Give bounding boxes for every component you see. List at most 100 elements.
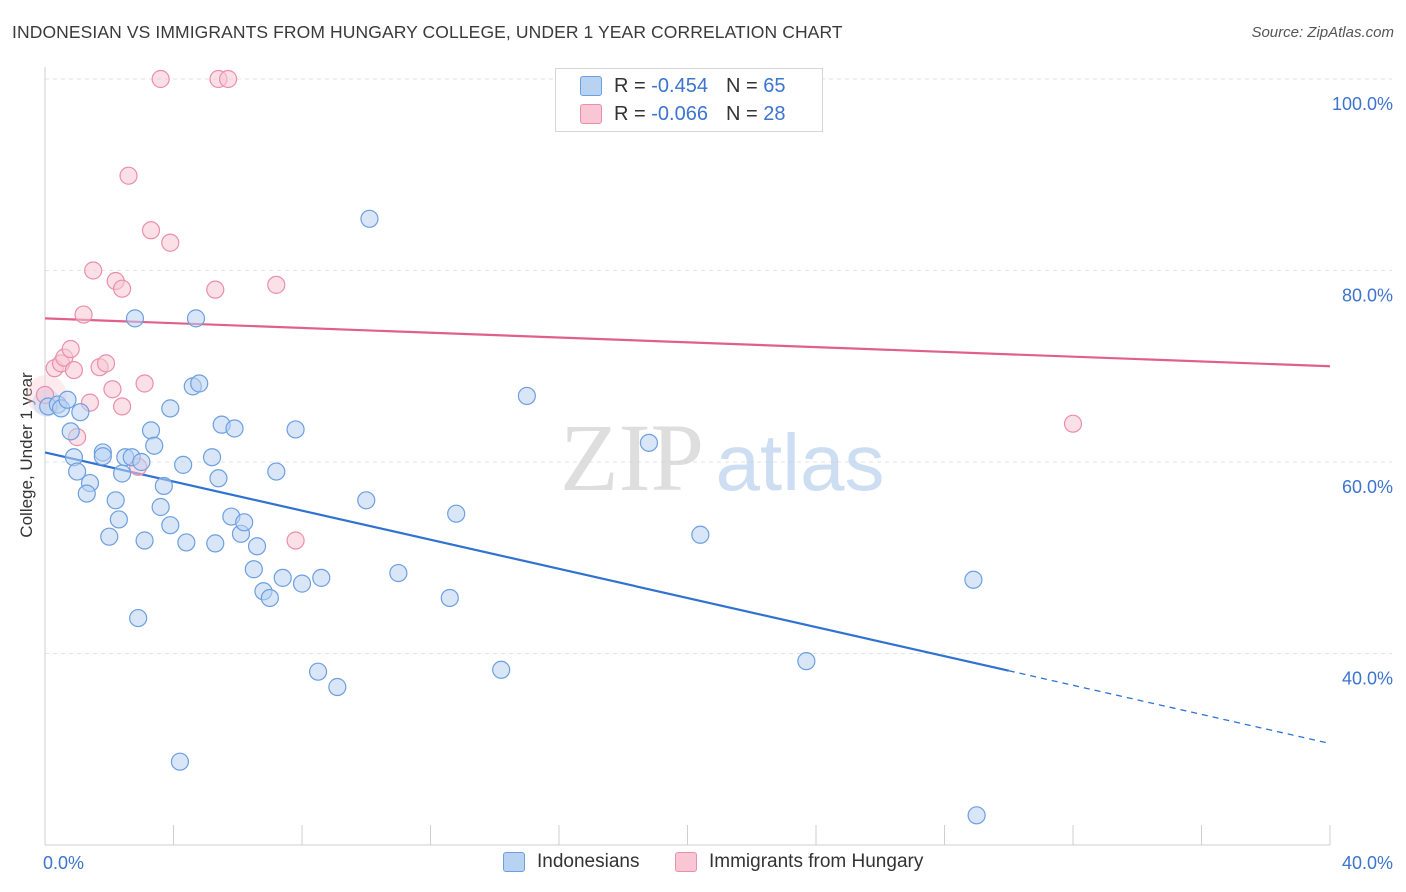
- indonesians-point: [135, 531, 154, 550]
- indonesians-legend-swatch: [503, 852, 525, 872]
- indonesians-point: [186, 309, 206, 328]
- hungary-point: [103, 380, 122, 399]
- indonesians-point: [112, 464, 132, 483]
- series-legend: Indonesians Immigrants from Hungary: [0, 851, 1406, 877]
- indonesians-point: [190, 374, 209, 393]
- hungary-point: [161, 233, 180, 252]
- chart-title: INDONESIAN VS IMMIGRANTS FROM HUNGARY CO…: [12, 22, 843, 42]
- tick-labels: 40.0% 60.0% 80.0% 100.0% 0.0% 40.0%: [43, 94, 1393, 873]
- indonesians-point: [286, 420, 305, 439]
- hungary-point: [286, 531, 305, 550]
- indonesians-point: [492, 660, 511, 679]
- indonesians-point: [177, 533, 196, 552]
- n-value-indonesians: 65: [763, 74, 786, 97]
- indonesians-trend-extension: [1008, 670, 1331, 745]
- stats-legend: R = -0.454 N = 65 R = -0.066 N = 28: [555, 68, 823, 132]
- indonesians-point: [267, 462, 286, 481]
- y-tick-label: 100.0%: [1332, 94, 1393, 114]
- r-label: R =: [614, 102, 646, 125]
- r-label: R =: [614, 74, 646, 97]
- indonesians-trend-line: [44, 451, 1009, 672]
- indonesians-point: [797, 652, 816, 671]
- legend-label-hungary: Immigrants from Hungary: [709, 851, 924, 872]
- indonesians-point: [292, 574, 312, 593]
- hungary-point: [141, 221, 161, 240]
- indonesians-point: [141, 421, 161, 440]
- indonesians-point: [206, 534, 225, 553]
- source-label: Source: ZipAtlas.com: [1251, 24, 1394, 41]
- indonesians-point: [125, 309, 145, 328]
- hungary-point: [112, 397, 132, 416]
- legend-item-indonesians[interactable]: Indonesians: [503, 851, 639, 873]
- indonesians-point: [328, 677, 347, 697]
- indonesians-point: [161, 399, 180, 418]
- hungary-point: [112, 279, 132, 298]
- hungary-swatch: [580, 104, 602, 124]
- indonesians-point: [109, 510, 128, 529]
- indonesians-point: [247, 537, 267, 556]
- hungary-point: [64, 360, 84, 380]
- trend-lines: [44, 317, 1331, 745]
- data-points: [26, 69, 1083, 825]
- indonesians-point: [154, 476, 173, 496]
- n-value-hungary: 28: [763, 102, 786, 125]
- indonesians-point: [202, 448, 222, 467]
- indonesians-point: [145, 436, 164, 455]
- indonesians-point: [61, 422, 80, 441]
- y-tick-label: 40.0%: [1342, 669, 1393, 689]
- gridlines: [45, 78, 1392, 654]
- y-tick-label: 60.0%: [1342, 477, 1393, 497]
- indonesians-point: [106, 491, 125, 510]
- indonesians-point: [244, 560, 263, 579]
- indonesians-point: [967, 806, 986, 825]
- hungary-point: [206, 280, 225, 299]
- watermark-atlas: atlas: [716, 418, 885, 507]
- legend-label-indonesians: Indonesians: [537, 851, 640, 872]
- watermark-zip: ZIP: [560, 404, 704, 511]
- x-tick-label: 0.0%: [43, 853, 84, 873]
- hungary-trend-line: [44, 317, 1331, 368]
- hungary-point: [61, 339, 80, 359]
- indonesians-point: [691, 525, 710, 544]
- indonesians-point: [209, 469, 228, 488]
- indonesians-point: [100, 527, 119, 546]
- legend-row-indonesians: R = -0.454 N = 65: [580, 74, 785, 98]
- indonesians-point: [312, 568, 331, 587]
- indonesians-point: [360, 209, 379, 228]
- indonesians-point: [93, 447, 112, 466]
- hungary-point: [151, 69, 170, 89]
- y-tick-label: 80.0%: [1342, 286, 1393, 306]
- indonesians-swatch: [580, 76, 602, 96]
- hungary-point: [135, 374, 154, 393]
- n-label: N =: [725, 74, 758, 97]
- indonesians-point: [447, 504, 466, 523]
- indonesians-point: [77, 484, 96, 503]
- indonesians-point: [174, 455, 193, 474]
- hungary-point: [219, 69, 238, 89]
- r-value-indonesians: -0.454: [651, 74, 708, 97]
- indonesians-point: [151, 497, 170, 517]
- hungary-point: [1063, 414, 1083, 433]
- indonesians-point: [71, 403, 90, 422]
- indonesians-point: [964, 570, 983, 589]
- hungary-point: [267, 275, 286, 294]
- hungary-point: [119, 166, 138, 185]
- hungary-point: [84, 261, 103, 280]
- indonesians-point: [161, 516, 180, 535]
- legend-item-hungary[interactable]: Immigrants from Hungary: [675, 851, 923, 873]
- hungary-legend-swatch: [675, 852, 697, 872]
- hungary-point: [96, 354, 116, 373]
- indonesians-point: [308, 662, 328, 681]
- indonesians-point: [170, 752, 190, 771]
- indonesians-point: [235, 513, 254, 532]
- hungary-point: [74, 305, 93, 324]
- indonesians-point: [129, 608, 148, 628]
- indonesians-point: [440, 588, 459, 608]
- indonesians-point: [225, 419, 244, 438]
- watermark: ZIP atlas: [560, 404, 884, 511]
- axes: [44, 67, 1331, 846]
- indonesians-point: [260, 588, 279, 608]
- r-value-hungary: -0.066: [651, 102, 708, 125]
- indonesians-point: [517, 386, 536, 406]
